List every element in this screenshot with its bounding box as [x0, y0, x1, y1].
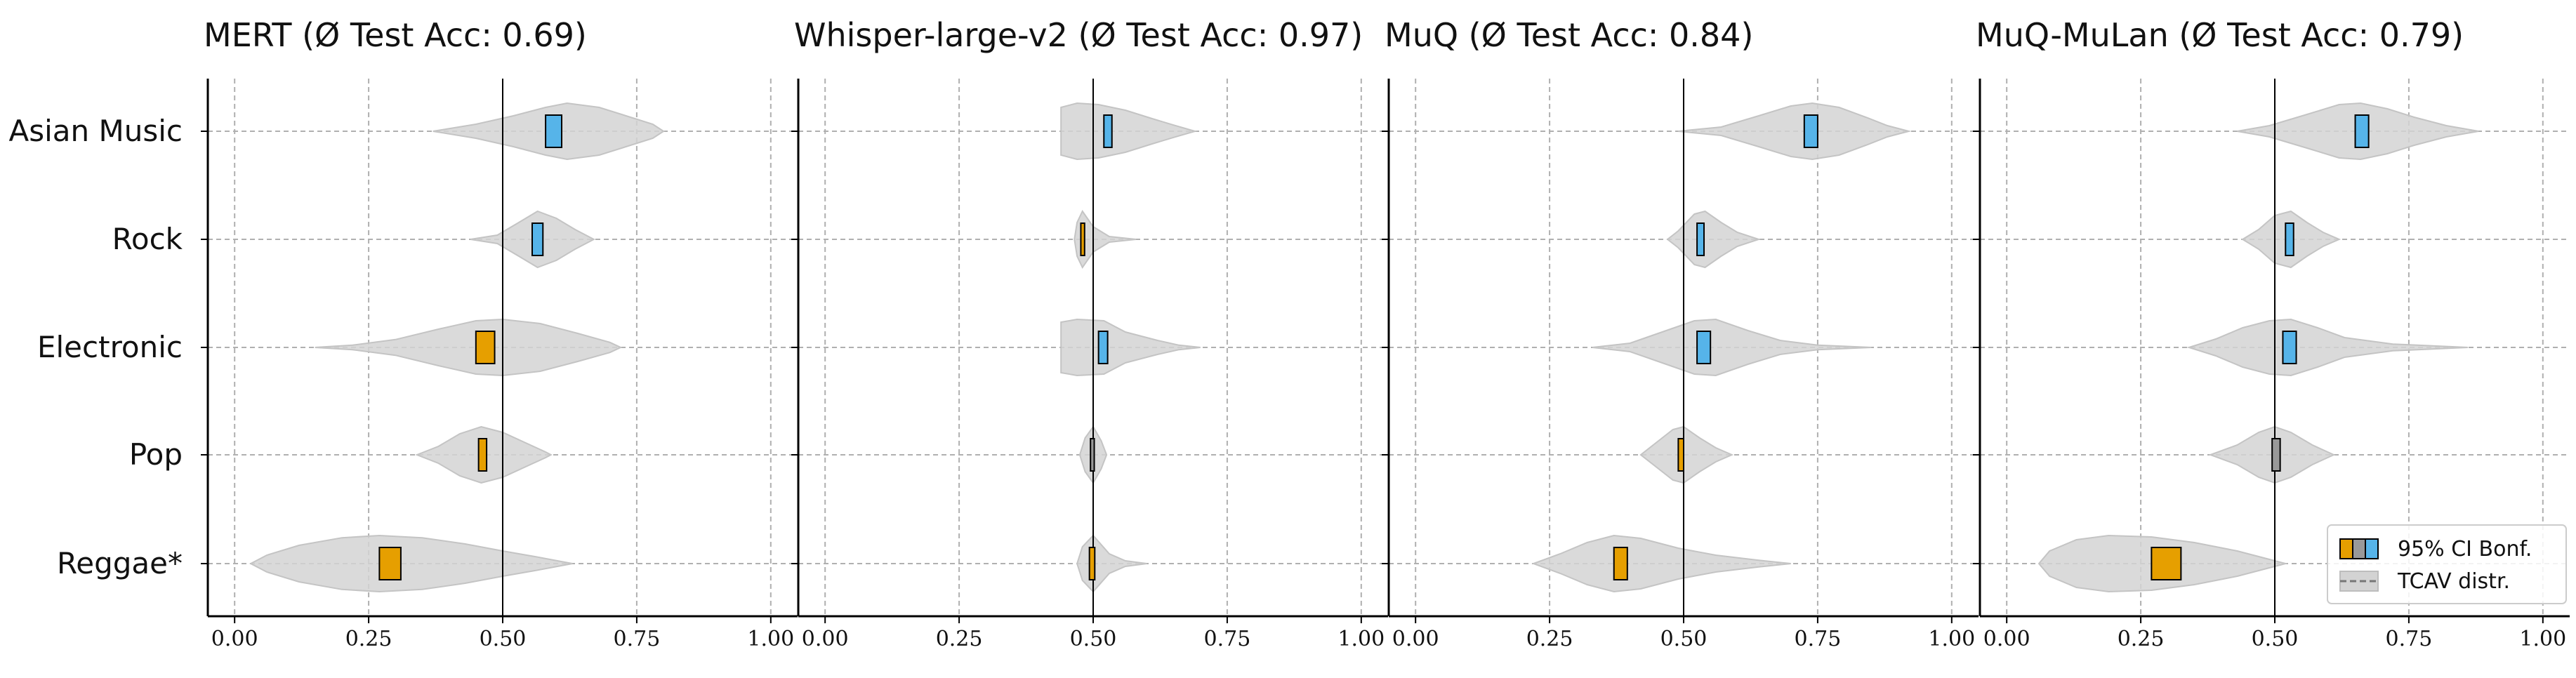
- violin-rock: [1666, 210, 1762, 269]
- ci-box-electronic: [1696, 331, 1712, 364]
- panel-1: MERT (Ø Test Acc: 0.69) 0.00 0.25 0.50 0.75 1…: [201, 16, 798, 651]
- violin-pop: [1639, 425, 1734, 484]
- y-tick-label: Electronic: [37, 330, 183, 364]
- x-tick-label: 0.75: [1795, 627, 1842, 651]
- x-tick-label: 0.25: [345, 627, 392, 651]
- ci-box-reggae-: [1088, 547, 1096, 580]
- x-tick-label: 0.75: [2386, 627, 2433, 651]
- ci-box-electronic: [475, 331, 496, 364]
- violin-electronic: [315, 318, 623, 377]
- violin-rock: [1074, 210, 1137, 269]
- panel-title: Whisper-large-v2 (Ø Test Acc: 0.97): [794, 16, 1363, 54]
- panel-3: MuQ (Ø Test Acc: 0.84) 0.00 0.25 0.50 0.75 1.…: [1382, 16, 1979, 651]
- x-tick-label: 0.50: [2252, 627, 2299, 651]
- legend-ci-swatch: [2352, 538, 2366, 559]
- ci-box-pop: [1677, 438, 1684, 472]
- x-tick-label: 1.00: [1337, 627, 1385, 651]
- x-tick-label: 0.50: [480, 627, 527, 651]
- ci-box-reggae-: [378, 547, 402, 580]
- x-tick-label: 0.00: [1392, 627, 1439, 651]
- violin-reggae-: [1076, 534, 1147, 593]
- panel-title: MuQ (Ø Test Acc: 0.84): [1385, 16, 1753, 54]
- ci-box-asian-music: [1803, 114, 1818, 148]
- y-tick-label: Reggae*: [57, 546, 183, 580]
- panel-title: MERT (Ø Test Acc: 0.69): [204, 16, 587, 54]
- ci-box-pop: [2271, 438, 2281, 472]
- ci-box-rock: [2285, 222, 2294, 256]
- violin-asian-music: [1678, 102, 1912, 161]
- ci-box-asian-music: [2354, 114, 2370, 148]
- ci-box-electronic: [1097, 331, 1109, 364]
- x-tick-label: 0.25: [1526, 627, 1573, 651]
- legend-label-tcav: TCAV distr.: [2397, 569, 2510, 594]
- legend-ci-swatch: [2339, 538, 2353, 559]
- panel-2: Whisper-large-v2 (Ø Test Acc: 0.97) 0.00 0…: [791, 16, 1388, 651]
- y-tick-label: Rock: [112, 222, 183, 256]
- x-tick-label: 1.00: [2519, 627, 2566, 651]
- legend-label-ci: 95% CI Bonf.: [2398, 537, 2532, 561]
- x-tick-label: 0.50: [1070, 627, 1117, 651]
- x-tick-label: 0.25: [936, 627, 983, 651]
- x-tick-label: 0.00: [802, 627, 849, 651]
- x-tick-label: 1.00: [1928, 627, 1975, 651]
- y-tick-label: Asian Music: [9, 114, 183, 148]
- ci-box-pop: [1090, 438, 1095, 472]
- legend-ci-swatch: [2365, 538, 2379, 559]
- x-tick-label: 0.50: [1660, 627, 1708, 651]
- x-tick-label: 1.00: [747, 627, 794, 651]
- legend: 95% CI Bonf. TCAV distr.: [2327, 524, 2567, 604]
- ci-box-pop: [477, 438, 488, 472]
- x-tick-label: 0.75: [614, 627, 661, 651]
- y-tick-label: Pop: [129, 437, 183, 472]
- ci-box-electronic: [2282, 331, 2297, 364]
- violin-asian-music: [1060, 102, 1198, 161]
- ci-box-asian-music: [545, 114, 562, 148]
- ci-box-reggae-: [2151, 547, 2182, 580]
- x-tick-label: 0.00: [1983, 627, 2030, 651]
- x-tick-label: 0.25: [2118, 627, 2165, 651]
- panel-4: MuQ-MuLan (Ø Test Acc: 0.79) 0.00 0.25 0.50…: [1973, 16, 2570, 651]
- violin-electronic: [2186, 318, 2468, 377]
- x-tick-label: 0.00: [211, 627, 258, 651]
- violin-electronic: [1592, 318, 1872, 377]
- legend-frame: [2327, 524, 2567, 604]
- ci-box-rock: [1080, 222, 1085, 256]
- ci-box-rock: [1696, 222, 1705, 256]
- x-tick-label: 0.75: [1204, 627, 1251, 651]
- ci-box-reggae-: [1613, 547, 1628, 580]
- ci-box-rock: [531, 222, 544, 256]
- violin-reggae-: [249, 534, 573, 593]
- violin-reggae-: [1531, 534, 1791, 593]
- ci-box-asian-music: [1103, 114, 1113, 148]
- panel-title: MuQ-MuLan (Ø Test Acc: 0.79): [1976, 16, 2464, 54]
- violin-electronic: [1060, 318, 1201, 377]
